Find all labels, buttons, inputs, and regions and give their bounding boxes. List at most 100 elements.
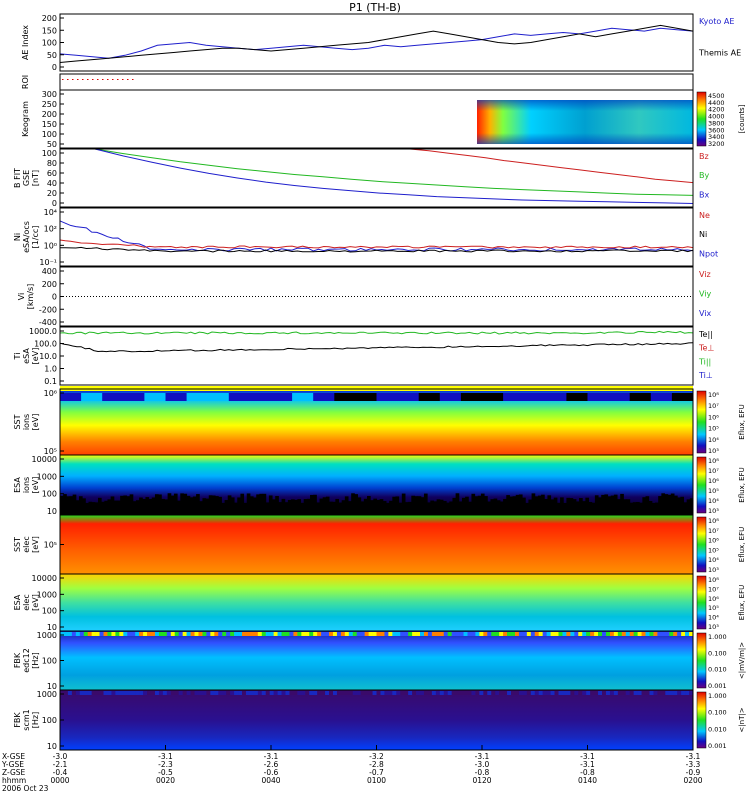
colorbar-tick-label: 10³ <box>708 507 719 515</box>
legend-entry: Kyoto AE <box>699 17 734 26</box>
x-tick-xgse: -3.1 <box>158 752 173 761</box>
esa-noise <box>582 501 586 515</box>
fbk-stripe <box>598 691 603 695</box>
fbk-stripe <box>265 691 270 695</box>
y-axis-label: [1/cc] <box>31 226 40 249</box>
colorbar-tick-label: 10⁵ <box>708 425 719 433</box>
esa-noise <box>218 496 222 515</box>
esa-noise <box>360 501 365 515</box>
fbk-stripe <box>613 691 619 695</box>
y-tick-label: 10000 <box>32 574 57 583</box>
x-axis: -3.0-2.1-0.40000-3.1-2.3-0.50020-3.1-2.6… <box>1 745 703 793</box>
x-tick-zgse: -0.5 <box>158 768 173 777</box>
fbk-stripe <box>119 691 124 695</box>
fbk-stripe <box>530 691 536 695</box>
esa-noise <box>686 499 691 515</box>
esa-noise <box>525 502 529 515</box>
fbk-stripe <box>586 632 591 636</box>
fbk-stripe <box>293 632 298 636</box>
esa-noise <box>322 497 327 515</box>
esa-noise <box>265 502 270 515</box>
fbk-stripe <box>412 691 417 695</box>
fbk-stripe <box>194 632 199 636</box>
fbk-stripe <box>657 632 662 636</box>
esa-noise <box>401 493 406 515</box>
esa-noise <box>518 494 523 515</box>
fbk-stripe <box>566 632 571 636</box>
sst-cell <box>629 393 652 401</box>
sst-cell <box>566 393 588 401</box>
esa-noise <box>116 500 121 515</box>
legend-entry: Ti|| <box>698 357 711 366</box>
panel-sst1: 10⁵ 10⁶ SST ions [eV] 10⁸ 10⁷ 10⁶ 10⁵ 10⁴ 10³ Eflux… <box>13 386 746 456</box>
x-tick-time: 0140 <box>578 776 597 785</box>
panel-ti: 0.1 1.0 10.0 100.0 1000.0 Ti eSA [eV] Te|| Te⊥ Ti|… <box>13 326 714 386</box>
y-axis-label: ESA <box>13 477 22 493</box>
y-tick-label: -200 <box>39 305 57 314</box>
fbk-stripe <box>673 691 678 695</box>
esa-noise <box>515 494 520 515</box>
y-tick-label: 100 <box>42 149 57 158</box>
fbk-stripe <box>467 632 472 636</box>
esa-noise <box>351 493 355 515</box>
fbk-stripe <box>427 691 433 695</box>
x-tick-time: 0200 <box>683 776 702 785</box>
fbk-stripe <box>83 691 88 695</box>
esa-noise <box>629 502 634 515</box>
esa-noise <box>594 495 599 515</box>
fbk-stripe <box>309 691 314 695</box>
esa-noise <box>338 502 343 515</box>
fbk-stripe <box>340 632 346 636</box>
fbk-stripe <box>99 691 104 695</box>
y-tick-label: 0 <box>52 199 57 208</box>
legend-entry: By <box>699 171 709 180</box>
legend-entry: Ni <box>699 230 707 239</box>
fbk-stripe <box>459 691 464 695</box>
x-tick-time: 0100 <box>367 776 386 785</box>
fbk-stripe <box>325 632 330 636</box>
fbk-stripe <box>352 691 358 695</box>
fbk-stripe <box>79 632 85 636</box>
esa-noise <box>446 502 450 515</box>
esa-noise <box>287 499 292 515</box>
colorbar-tick-label: 10⁴ <box>708 436 719 444</box>
esa-noise <box>110 496 115 515</box>
sst-cell <box>334 393 356 401</box>
esa-noise <box>385 502 390 515</box>
y-tick-label: 100 <box>42 490 57 499</box>
x-tick-time: 0040 <box>261 776 280 785</box>
fbk-stripe <box>677 691 682 695</box>
esa-noise <box>458 501 463 515</box>
esa-noise <box>145 497 150 515</box>
fbk-stripe <box>111 691 116 695</box>
colorbar-tick-label: 0.010 <box>708 725 727 733</box>
fbk-stripe <box>526 691 532 695</box>
legend-entry: Themis AE <box>698 48 741 57</box>
series-ni <box>59 246 694 253</box>
esa-noise <box>246 493 251 515</box>
fbk-stripe <box>661 632 666 636</box>
spectrogram-fbk1 <box>60 631 693 690</box>
esa-noise <box>259 493 264 515</box>
y-axis-label: eSA/ocs <box>22 221 31 253</box>
esa-noise <box>474 496 479 515</box>
esa-noise <box>300 502 305 515</box>
fbk-stripe <box>329 632 334 636</box>
fbk-stripe <box>376 632 381 636</box>
fbk-stripe <box>550 632 555 636</box>
esa-noise <box>94 502 99 515</box>
roi-mark <box>87 79 89 80</box>
esa-noise <box>325 496 330 515</box>
y-tick-label: 1000.0 <box>29 327 57 336</box>
fbk-stripe <box>609 632 615 636</box>
fbk-stripe <box>297 632 302 636</box>
colorbar-tick-label: 4200 <box>708 106 725 114</box>
esa-noise <box>240 493 245 515</box>
colorbar-tick-label: 10⁶ <box>708 595 719 603</box>
fbk-stripe <box>230 632 235 636</box>
fbk-stripe <box>538 691 543 695</box>
sst-cell <box>545 393 567 401</box>
fbk-stripe <box>455 632 460 636</box>
esa-noise <box>617 499 621 515</box>
panel-frame <box>59 148 694 208</box>
